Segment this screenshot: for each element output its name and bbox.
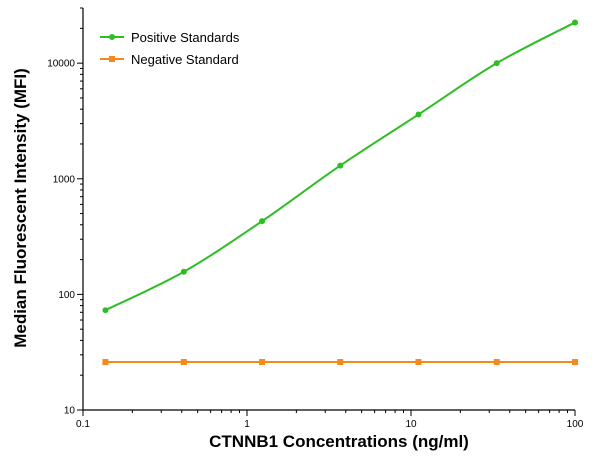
y-axis-title: Median Fluorescent Intensity (MFI): [11, 68, 30, 348]
x-tick-label: 1: [244, 419, 250, 430]
data-point-positive: [102, 307, 109, 314]
legend-item-negative: Negative Standard: [100, 52, 239, 67]
legend: Positive Standards Negative Standard: [100, 30, 240, 67]
data-point-negative: [180, 359, 187, 366]
data-point-positive: [415, 111, 422, 118]
x-tick-label: 10: [405, 419, 417, 430]
legend-marker-positive: [109, 34, 115, 40]
data-point-negative: [415, 359, 422, 366]
data-point-positive: [337, 162, 344, 169]
x-tick-label: 100: [567, 419, 584, 430]
legend-item-positive: Positive Standards: [100, 30, 240, 45]
y-tick-label: 10000: [47, 59, 75, 70]
data-point-negative: [493, 359, 500, 366]
legend-label-positive: Positive Standards: [131, 30, 240, 45]
data-point-negative: [259, 359, 266, 366]
data-point-negative: [337, 359, 344, 366]
data-point-positive: [180, 268, 187, 275]
data-point-negative: [102, 359, 109, 366]
plot-area: 10 100 1000 10000 0.1 1 10 100: [47, 7, 584, 430]
legend-label-negative: Negative Standard: [131, 52, 239, 67]
data-point-positive: [259, 218, 266, 225]
x-axis-title: CTNNB1 Concentrations (ng/ml): [209, 432, 469, 451]
y-tick-label: 1000: [53, 174, 76, 185]
data-point-negative: [572, 359, 578, 366]
data-point-positive: [493, 60, 500, 67]
y-tick-label: 10: [64, 406, 76, 417]
legend-marker-negative: [109, 56, 115, 62]
x-tick-label: 0.1: [76, 419, 90, 430]
data-point-positive: [572, 19, 578, 26]
y-tick-label: 100: [58, 290, 75, 301]
